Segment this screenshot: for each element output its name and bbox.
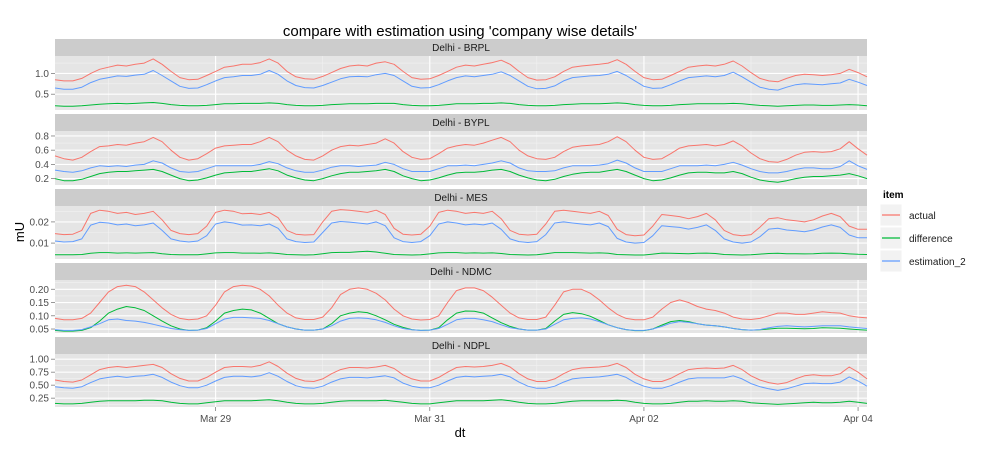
facet-strip-label: Delhi - BRPL (432, 43, 490, 54)
legend-label: difference (909, 234, 953, 245)
x-tick-label: Mar 29 (200, 414, 232, 425)
facet-strip (55, 114, 867, 131)
legend-label: estimation_2 (909, 257, 966, 268)
y-tick-label: 0.6 (35, 146, 49, 157)
legend-label: actual (909, 211, 936, 222)
y-tick-label: 0.25 (30, 394, 50, 405)
y-tick-label: 0.75 (30, 368, 50, 379)
facet-strip (55, 337, 867, 354)
panel-background (55, 131, 867, 185)
x-axis: Mar 29 Mar 31 Apr 02 Apr 04 (200, 407, 873, 425)
legend-item-difference: difference (879, 226, 953, 250)
series-line-difference (55, 250, 868, 256)
facet-strip (55, 189, 867, 206)
series-line-difference (54, 102, 868, 107)
x-tick-label: Apr 02 (629, 414, 659, 425)
y-tick-label: 1.00 (30, 355, 50, 366)
panel-background (55, 280, 867, 333)
series-line-estimation_2 (54, 159, 868, 174)
y-tick-label: 0.50 (30, 381, 50, 392)
facet-panel: Delhi - NDPL 1.00 0.75 0.50 0.25 (30, 337, 868, 407)
facet-panel: Delhi - BRPL 1.0 0.5 (35, 39, 868, 110)
y-tick-label: 0.01 (30, 239, 50, 250)
legend-item-actual: actual (879, 203, 936, 227)
facet-strip (55, 39, 867, 56)
y-tick-label: 1.0 (35, 69, 49, 80)
facet-panels: Delhi - BRPL 1.0 0.5 Delhi - BYPL 0.8 0.6 0.4 0… (30, 39, 868, 407)
x-axis-title: dt (455, 425, 466, 440)
y-tick-label: 0.8 (35, 131, 49, 142)
legend-title: item (883, 190, 904, 201)
facet-strip-label: Delhi - NDMC (430, 267, 492, 278)
series-line-actual (54, 136, 868, 163)
facet-strip (55, 263, 867, 280)
x-tick-label: Mar 31 (414, 414, 446, 425)
facet-panel: Delhi - NDMC 0.20 0.15 0.10 0.05 (30, 263, 868, 336)
series-line-difference (54, 399, 868, 405)
y-tick-label: 0.10 (30, 311, 50, 322)
series-line-difference (54, 168, 868, 183)
series-line-estimation_2 (54, 70, 868, 91)
legend: item actual difference estimation_2 (879, 190, 966, 273)
series-line-estimation_2 (54, 221, 867, 244)
facet-strip-label: Delhi - BYPL (432, 118, 490, 129)
series-line-actual (54, 361, 868, 385)
legend-item-estimation_2: estimation_2 (879, 249, 966, 273)
panel-background (55, 56, 867, 110)
series-line-actual (54, 209, 867, 237)
y-tick-label: 0.05 (30, 325, 50, 336)
series-line-actual (54, 58, 868, 83)
series-line-actual (54, 284, 868, 321)
series-line-estimation_2 (54, 316, 868, 331)
facet-strip-label: Delhi - MES (434, 193, 488, 204)
y-tick-label: 0.2 (35, 174, 49, 185)
facet-panel: Delhi - MES 0.02 0.01 (30, 189, 868, 259)
chart-title: compare with estimation using 'company w… (283, 23, 637, 40)
y-tick-label: 0.02 (30, 217, 50, 228)
y-tick-label: 0.4 (35, 160, 49, 171)
y-tick-label: 0.15 (30, 298, 50, 309)
y-tick-label: 0.5 (35, 90, 49, 101)
x-tick-label: Apr 04 (843, 414, 873, 425)
series-line-estimation_2 (54, 372, 868, 391)
facet-panel: Delhi - BYPL 0.8 0.6 0.4 0.2 (35, 114, 868, 185)
y-axis-title: mU (12, 222, 27, 242)
facet-strip-label: Delhi - NDPL (432, 341, 491, 352)
y-tick-label: 0.20 (30, 285, 50, 296)
